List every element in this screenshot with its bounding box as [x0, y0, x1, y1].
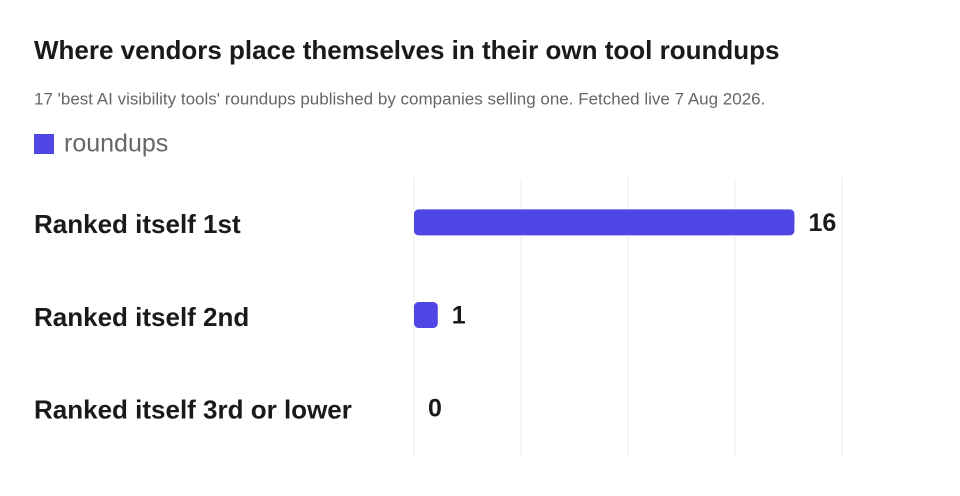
bar — [414, 302, 438, 328]
category-label: Ranked itself 2nd — [34, 302, 249, 332]
legend-swatch — [34, 134, 54, 154]
value-label: 0 — [428, 394, 442, 422]
legend-label: roundups — [64, 130, 168, 158]
chart-subtitle: 17 'best AI visibility tools' roundups p… — [34, 89, 765, 108]
value-label: 1 — [452, 302, 466, 330]
category-label: Ranked itself 3rd or lower — [34, 395, 352, 425]
bar — [414, 209, 795, 236]
category-label: Ranked itself 1st — [34, 209, 241, 239]
value-label: 16 — [808, 209, 836, 237]
chart-title: Where vendors place themselves in their … — [34, 35, 779, 65]
